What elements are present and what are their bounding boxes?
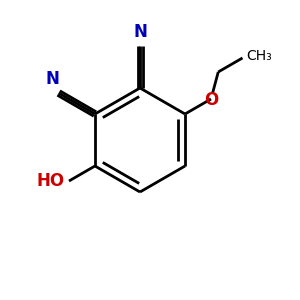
Text: O: O xyxy=(204,91,218,109)
Text: CH₃: CH₃ xyxy=(247,49,272,63)
Text: N: N xyxy=(133,23,147,41)
Text: HO: HO xyxy=(37,172,65,190)
Text: N: N xyxy=(46,70,59,88)
